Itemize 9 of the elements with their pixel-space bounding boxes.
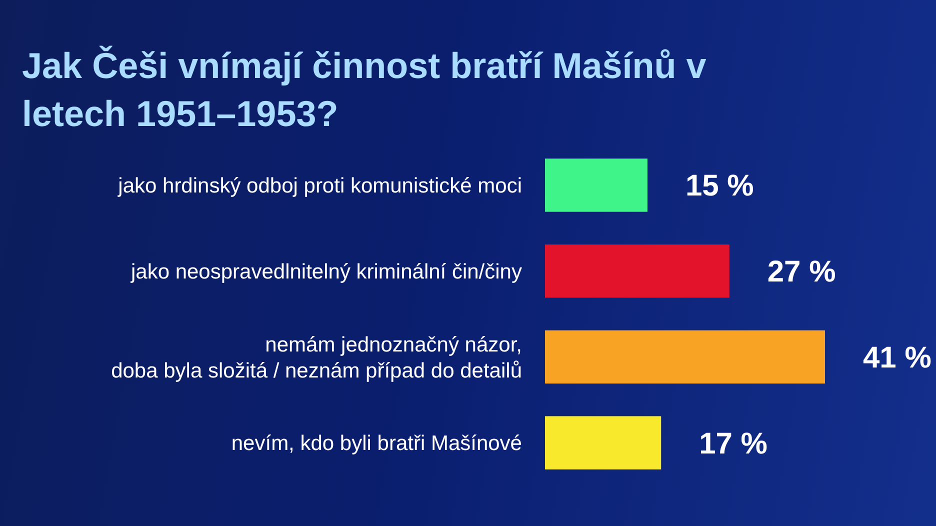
- y-tick-label: jako neospravedlnitelný kriminální čin/činy: [130, 260, 522, 284]
- y-tick-label: nevím, kdo byli bratři Mašínové: [231, 432, 522, 456]
- data-label: 15 %: [685, 170, 754, 203]
- data-label: 27 %: [767, 256, 836, 289]
- y-tick-label: nemám jednoznačný názor, doba byla složitá / neznám případ do detailů: [111, 333, 522, 382]
- data-label: 17 %: [699, 427, 768, 460]
- chart-title: Jak Češi vnímají činnost bratří Mašínů v letech 1951–1953?: [22, 45, 706, 134]
- data-label: 41 %: [863, 341, 932, 374]
- y-tick-label: jako hrdinský odboj proti komunistické moci: [117, 174, 522, 198]
